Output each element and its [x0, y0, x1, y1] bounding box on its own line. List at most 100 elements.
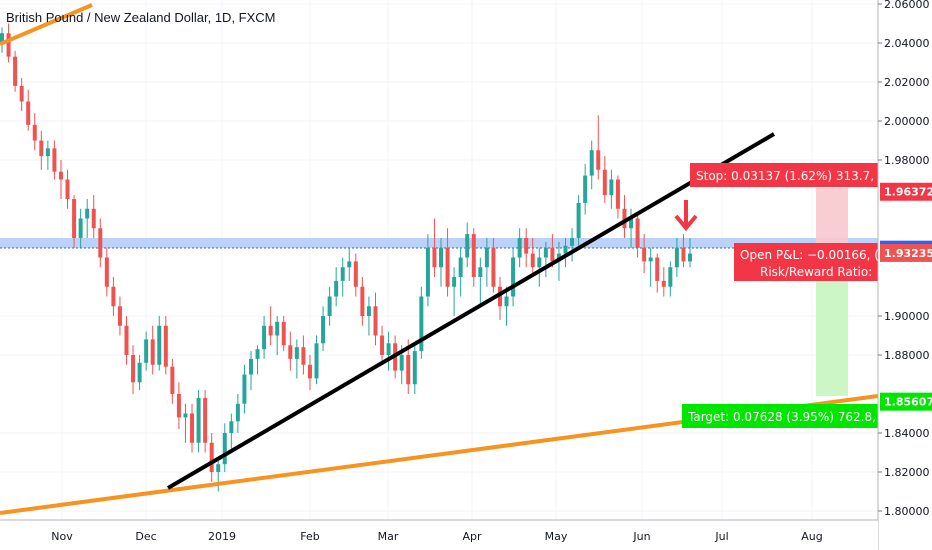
time-tick-label: Feb: [300, 530, 319, 543]
price-tick-label: 1.84000: [884, 427, 930, 440]
candle-body: [91, 208, 96, 229]
price-tick-label: 2.06000: [884, 0, 930, 11]
candle-body: [491, 247, 496, 287]
candle-body: [137, 362, 142, 383]
candle-body: [629, 218, 634, 229]
price-tag: [880, 392, 932, 411]
candle-body: [425, 247, 430, 297]
time-tick-label: Dec: [135, 530, 156, 543]
price-axis[interactable]: [878, 0, 932, 550]
candle-body: [209, 442, 214, 472]
candle-body: [321, 316, 326, 344]
candle-body: [301, 347, 306, 365]
candle-body: [150, 339, 155, 365]
candle-body: [52, 148, 57, 172]
candle-body: [170, 366, 175, 394]
candle-body: [681, 247, 686, 262]
candle-body: [648, 257, 653, 262]
candle-body: [124, 325, 129, 355]
support-line-upper[interactable]: [0, 3, 93, 46]
candle-body: [176, 394, 181, 418]
candle-body: [386, 343, 391, 355]
candle-body: [347, 261, 352, 268]
price-tag-label: 1.85607: [884, 396, 932, 409]
candle-body: [524, 238, 529, 254]
time-tick-label: Jul: [714, 530, 728, 543]
candle-body: [399, 355, 404, 371]
candle-body: [622, 208, 627, 229]
price-tick-label: 1.88000: [884, 349, 930, 362]
time-axis[interactable]: [0, 520, 878, 550]
candle-body: [157, 325, 162, 365]
price-tag-label: 1.96372: [884, 186, 932, 199]
candlestick-series: [0, 23, 692, 492]
candle-body: [576, 202, 581, 238]
candle-body: [419, 296, 424, 352]
trendline[interactable]: [166, 132, 776, 490]
target-info-box: Target: 0.07628 (3.95%) 762.8,: [682, 404, 878, 428]
candle-body: [655, 257, 660, 281]
target-info-text: Target: 0.07628 (3.95%) 762.8,: [687, 410, 876, 424]
candle-body: [602, 169, 607, 196]
price-tick-label: 2.04000: [884, 37, 930, 50]
candle-body: [26, 101, 31, 125]
candle-body: [98, 228, 103, 258]
candle-body: [366, 306, 371, 316]
candle-body: [609, 179, 614, 196]
pnl-info-box: Open P&L: −0.00166, ( Risk/Reward Ratio:: [734, 243, 879, 281]
price-tick-label: 1.98000: [884, 154, 930, 167]
candle-body: [288, 345, 293, 359]
time-tick-label: Nov: [51, 530, 73, 543]
time-tick-label: Aug: [801, 530, 822, 543]
candle-body: [471, 234, 476, 277]
candle-body: [439, 247, 444, 268]
stop-info-box: Stop: 0.03137 (1.62%) 313.7,: [690, 163, 878, 187]
candle-body: [65, 179, 70, 199]
candle-body: [563, 245, 568, 254]
candle-body: [511, 257, 516, 297]
candle-body: [615, 179, 620, 209]
candle-body: [262, 325, 267, 350]
candle-body: [688, 253, 692, 262]
price-tick-label: 1.82000: [884, 466, 930, 479]
grid-lines: [0, 0, 878, 520]
price-tag: [880, 182, 932, 201]
down-arrow-icon: [674, 200, 698, 232]
candle-body: [570, 238, 575, 246]
candle-body: [537, 257, 542, 268]
price-tick-label: 1.80000: [884, 505, 930, 518]
price-tick-label: 1.90000: [884, 310, 930, 323]
candle-body: [465, 234, 470, 258]
candle-body: [0, 33, 4, 43]
candle-body: [334, 280, 339, 297]
candle-body: [13, 56, 18, 86]
candle-body: [144, 339, 149, 363]
rr-info-text: Risk/Reward Ratio:: [760, 265, 872, 279]
candle-body: [294, 347, 299, 359]
candle-body: [353, 261, 358, 287]
candle-body: [229, 421, 234, 433]
candle-body: [163, 325, 168, 367]
candle-body: [458, 257, 463, 277]
candle-body: [242, 374, 247, 404]
candle-body: [19, 85, 24, 102]
candle-body: [216, 464, 221, 472]
candle-body: [497, 286, 502, 307]
candle-body: [268, 325, 273, 336]
candle-body: [674, 247, 679, 268]
candle-body: [327, 296, 332, 316]
candle-body: [589, 150, 594, 176]
candle-body: [668, 267, 673, 287]
stop-zone: [816, 188, 848, 244]
pnl-info-text: Open P&L: −0.00166, (: [740, 248, 879, 262]
candle-body: [72, 199, 77, 238]
candle-body: [45, 148, 50, 157]
resistance-zone: [0, 238, 878, 248]
candle-body: [117, 306, 122, 326]
candle-body: [203, 397, 208, 443]
candle-body: [484, 247, 489, 268]
price-tag: [880, 243, 932, 262]
price-tag-label: 1.93235: [884, 247, 932, 260]
